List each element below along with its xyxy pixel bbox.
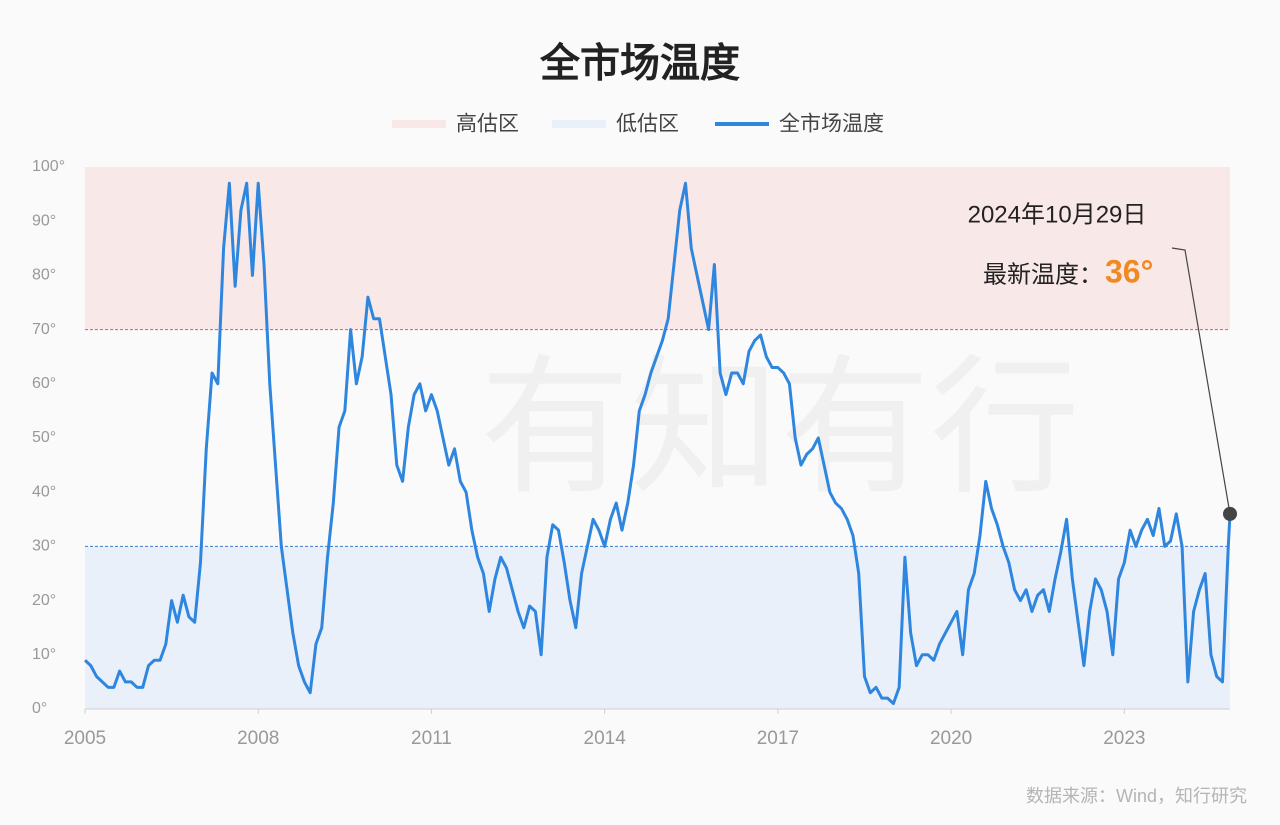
latest-point (1223, 506, 1237, 521)
y-tick-label: 30° (32, 538, 56, 555)
y-tick-label: 50° (32, 429, 56, 446)
series-line (83, 181, 1232, 706)
zone-band (85, 546, 1230, 709)
legend-swatch (552, 120, 606, 128)
watermark: 有知有行 (480, 344, 1080, 512)
y-tick-label: 70° (32, 321, 56, 338)
y-tick-label: 90° (32, 212, 56, 229)
y-tick-label: 0° (32, 700, 47, 717)
y-tick-label: 40° (32, 483, 56, 500)
annotation-label: 最新温度： (983, 261, 1103, 288)
zone-band (85, 167, 1230, 330)
chart-title: 全市场温度 (539, 41, 740, 86)
x-tick-label: 2017 (757, 728, 799, 749)
y-tick-label: 20° (32, 592, 56, 609)
x-tick-label: 2014 (584, 728, 627, 749)
source: 数据来源：Wind，知行研究 (1026, 786, 1247, 806)
x-tick-label: 2020 (930, 728, 972, 749)
x-tick-label: 2005 (64, 728, 106, 749)
legend-label: 全市场温度 (779, 113, 884, 136)
y-tick-label: 10° (32, 646, 56, 663)
legend-swatch (392, 120, 446, 128)
y-tick-label: 80° (32, 267, 56, 284)
annotation-leader (1171, 247, 1231, 514)
legend-label: 低估区 (616, 113, 679, 136)
x-tick-label: 2008 (237, 728, 279, 749)
x-tick-label: 2011 (411, 728, 452, 749)
y-tick-label: 100° (32, 158, 65, 175)
legend-label: 高估区 (456, 113, 519, 136)
annotation-value: 36° (1105, 253, 1153, 289)
annotation-date: 2024年10月29日 (968, 201, 1147, 228)
x-tick-label: 2023 (1103, 728, 1145, 749)
y-tick-label: 60° (32, 375, 56, 392)
